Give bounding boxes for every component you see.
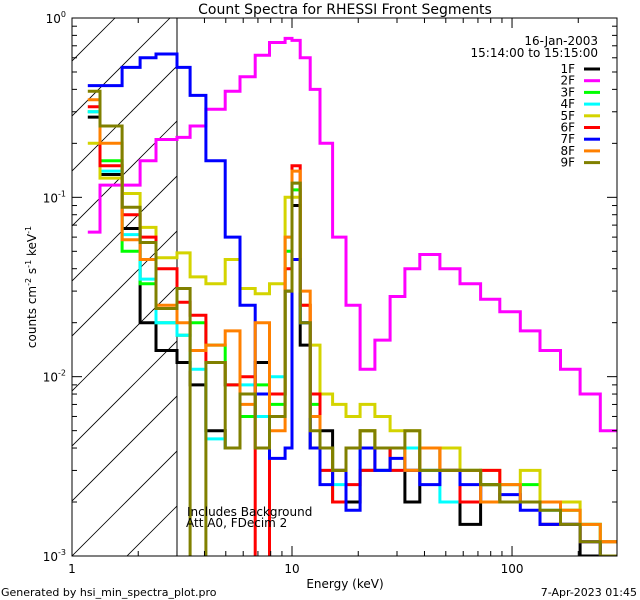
legend-label: 4F: [560, 97, 575, 111]
x-tick-label: 1: [68, 562, 76, 576]
series-8F: [87, 98, 617, 544]
legend-label: 5F: [560, 109, 575, 123]
x-tick-label: 10: [284, 562, 299, 576]
hatch-line: [72, 230, 177, 337]
footer-generated-by: Generated by hsi_min_spectra_plot.pro: [1, 586, 217, 599]
hatch-line: [0, 0, 122, 556]
hatch-line: [72, 18, 116, 62]
hatch-line: [622, 0, 640, 556]
hatch-line: [0, 0, 12, 556]
axes: 1 10 100 100 10-1 10-2 10-3: [43, 10, 618, 576]
annotation-attenuator: Att A0, FDecim 2: [186, 516, 287, 530]
y-axis-label: counts cm-2 s-1 keV-1: [24, 226, 39, 348]
hatch-line: [457, 0, 640, 556]
legend-label: 2F: [560, 74, 575, 88]
legend-label: 1F: [560, 62, 575, 76]
legend-label: 7F: [560, 132, 575, 146]
series-3F: [87, 110, 617, 556]
legend-label: 3F: [560, 85, 575, 99]
series-6F: [87, 105, 617, 556]
hatch-line: [72, 18, 171, 117]
plot-frame: [71, 17, 618, 557]
hatch-line: [567, 0, 640, 556]
footer-timestamp: 7-Apr-2023 01:45: [541, 586, 637, 599]
y-tick-label: 10-2: [43, 369, 66, 385]
hatch-line: [72, 395, 177, 502]
legend-label: 6F: [560, 121, 575, 135]
hatch-line: [512, 0, 640, 556]
series-2F: [87, 36, 617, 433]
hatch-line: [292, 0, 640, 556]
y-tick-label: 10-1: [43, 189, 66, 205]
series-9F: [87, 89, 617, 556]
series-5F: [87, 141, 617, 544]
chart-title: Count Spectra for RHESSI Front Segments: [198, 2, 492, 18]
hatch-line: [72, 450, 177, 556]
legend-label: 9F: [560, 156, 575, 170]
legend-date: 16-Jan-2003: [524, 34, 598, 48]
hatch-line: [347, 0, 640, 556]
x-tick-label: 100: [501, 562, 524, 576]
series-1F: [87, 115, 617, 556]
x-axis-label: Energy (keV): [306, 577, 383, 591]
legend-label: 8F: [560, 144, 575, 158]
series-4F: [87, 110, 617, 556]
excluded-energy-hatch: [0, 0, 640, 556]
series-layer: [87, 36, 617, 556]
y-tick-label: 100: [46, 10, 66, 26]
annotation-background: Includes Background: [187, 505, 312, 519]
hatch-line: [72, 340, 177, 447]
hatch-line: [72, 175, 177, 282]
hatch-line: [72, 285, 177, 392]
legend-time-range: 15:14:00 to 15:15:00: [471, 46, 598, 60]
y-tick-label: 10-3: [43, 548, 66, 564]
